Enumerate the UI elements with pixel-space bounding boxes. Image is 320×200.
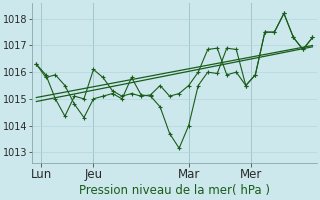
X-axis label: Pression niveau de la mer( hPa ): Pression niveau de la mer( hPa ) xyxy=(79,184,270,197)
